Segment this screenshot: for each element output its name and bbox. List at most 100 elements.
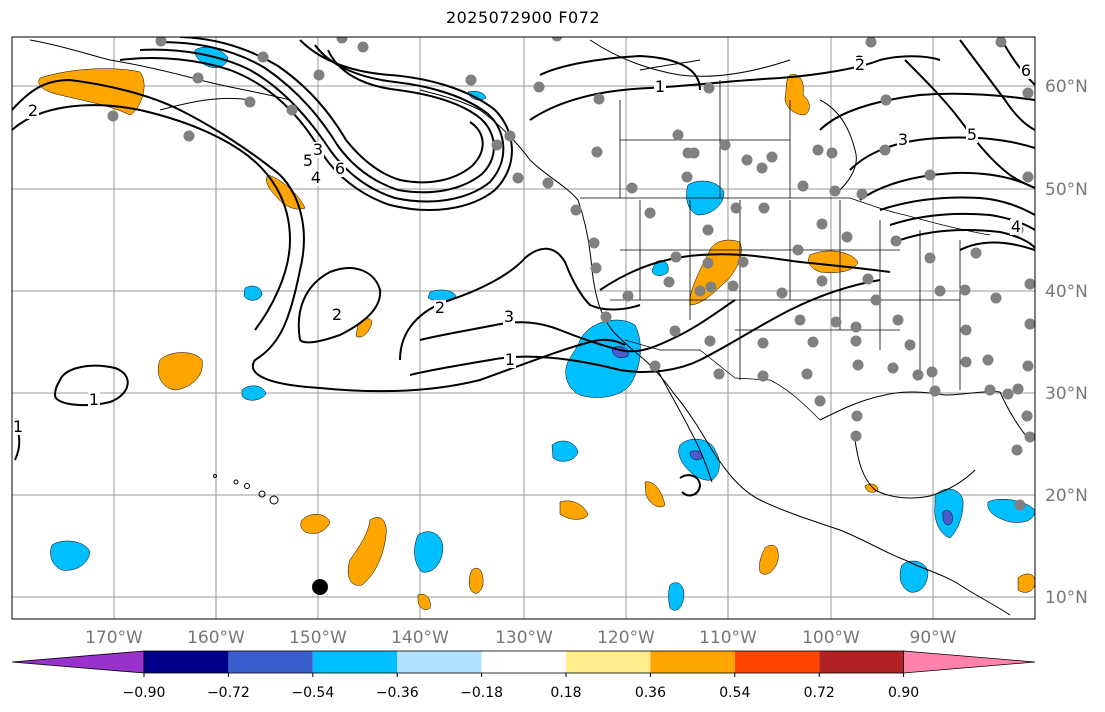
station-dot <box>851 431 862 442</box>
station-dot <box>287 105 298 116</box>
colorbar-segment <box>566 651 650 673</box>
contour-label: 3 <box>898 130 908 149</box>
colorbar-segment <box>650 651 734 673</box>
station-dot <box>645 208 656 219</box>
colorbar-tick-label: 0.72 <box>804 685 835 701</box>
station-dot <box>193 73 204 84</box>
longitude-labels: 170°W 160°W 150°W 140°W 130°W 120°W 110°W 100°W… <box>85 628 957 648</box>
station-dot <box>852 411 863 422</box>
station-dot <box>985 385 996 396</box>
latitude-labels: 60°N 50°N 40°N 30°N 20°N 10°N <box>1045 77 1088 608</box>
station-dot <box>682 172 693 183</box>
station-dot <box>758 371 769 382</box>
station-dot <box>671 252 682 263</box>
contour-label: 1 <box>655 77 665 96</box>
colorbar-segment <box>482 651 566 673</box>
station-dot <box>971 248 982 259</box>
station-dot <box>720 140 731 151</box>
strong-negative-anomaly-patch <box>943 510 953 524</box>
colorbar-segment <box>228 651 312 673</box>
station-dot <box>798 181 809 192</box>
station-dot <box>1013 384 1024 395</box>
colorbar-tick-label: −0.18 <box>460 685 503 701</box>
station-dot <box>627 183 638 194</box>
contour-label: 1 <box>89 390 99 409</box>
contour-label: 6 <box>335 159 345 178</box>
station-dot <box>795 315 806 326</box>
latitude-label: 10°N <box>1045 588 1088 608</box>
station-dot <box>827 148 838 159</box>
station-dot <box>714 369 725 380</box>
station-dot <box>1022 411 1033 422</box>
station-dot <box>880 145 891 156</box>
colorbar-extend-low <box>12 651 144 673</box>
station-dot <box>1023 361 1034 372</box>
station-dot <box>871 295 882 306</box>
latitude-label: 20°N <box>1045 486 1088 506</box>
contour-label: 3 <box>313 140 323 159</box>
station-dot <box>670 326 681 337</box>
positive-anomaly-patch <box>1018 574 1035 592</box>
station-dot <box>983 355 994 366</box>
station-dot <box>893 315 904 326</box>
station-dot <box>888 363 899 374</box>
colorbar-segment <box>313 651 397 673</box>
station-dot <box>742 155 753 166</box>
station-dot <box>853 360 864 371</box>
longitude-label: 150°W <box>289 628 347 648</box>
station-dot <box>817 219 828 230</box>
station-dot <box>1023 88 1034 99</box>
station-dot <box>759 203 770 214</box>
station-dot <box>358 42 369 53</box>
colorbar-segment <box>397 651 481 673</box>
station-dot <box>492 140 503 151</box>
latitude-label: 60°N <box>1045 77 1088 97</box>
positive-anomaly-patch <box>469 568 483 593</box>
station-dot <box>728 281 739 292</box>
station-dot <box>703 258 714 269</box>
station-dot <box>704 83 715 94</box>
station-dot <box>184 131 195 142</box>
contour-label: 2 <box>332 305 342 324</box>
colorbar-tick-label: 0.54 <box>719 685 750 701</box>
station-dot <box>505 131 516 142</box>
station-dot <box>706 282 717 293</box>
contour-label: 5 <box>967 125 977 144</box>
colorbar-tick-label: −0.72 <box>207 685 250 701</box>
station-dot <box>591 263 602 274</box>
longitude-label: 140°W <box>391 628 449 648</box>
station-dot <box>961 325 972 336</box>
colorbar: −0.90 −0.72 −0.54 −0.36 −0.18 0.18 0.36 0.54 0.7… <box>12 651 1035 701</box>
station-dot <box>905 340 916 351</box>
contour-label: 2 <box>855 55 865 74</box>
station-dot <box>594 94 605 105</box>
station-dot <box>673 130 684 141</box>
contour-label: 1 <box>505 350 515 369</box>
station-dot <box>935 286 946 297</box>
station-dot <box>1015 500 1026 511</box>
station-dot <box>996 37 1007 48</box>
station-dot <box>552 31 563 42</box>
contour-label: 5 <box>303 151 313 170</box>
station-dot <box>534 82 545 93</box>
longitude-label: 120°W <box>597 628 655 648</box>
contour-label: 1 <box>13 417 23 436</box>
station-dot <box>808 337 819 348</box>
colorbar-tick-label: −0.54 <box>291 685 334 701</box>
station-dot <box>108 111 119 122</box>
longitude-label: 90°W <box>910 628 957 648</box>
contour-label: 4 <box>311 168 321 187</box>
station-dot <box>758 338 769 349</box>
station-dot <box>757 163 768 174</box>
location-marker <box>312 579 328 595</box>
station-dot <box>881 95 892 106</box>
station-dot <box>513 173 524 184</box>
station-dot <box>314 70 325 81</box>
contour-label: 6 <box>1021 61 1031 80</box>
contour-label: 4 <box>1011 217 1021 236</box>
colorbar-segment <box>819 651 903 673</box>
station-dot <box>927 367 938 378</box>
station-dot <box>813 145 824 156</box>
latitude-label: 40°N <box>1045 282 1088 302</box>
station-dot <box>831 317 842 328</box>
